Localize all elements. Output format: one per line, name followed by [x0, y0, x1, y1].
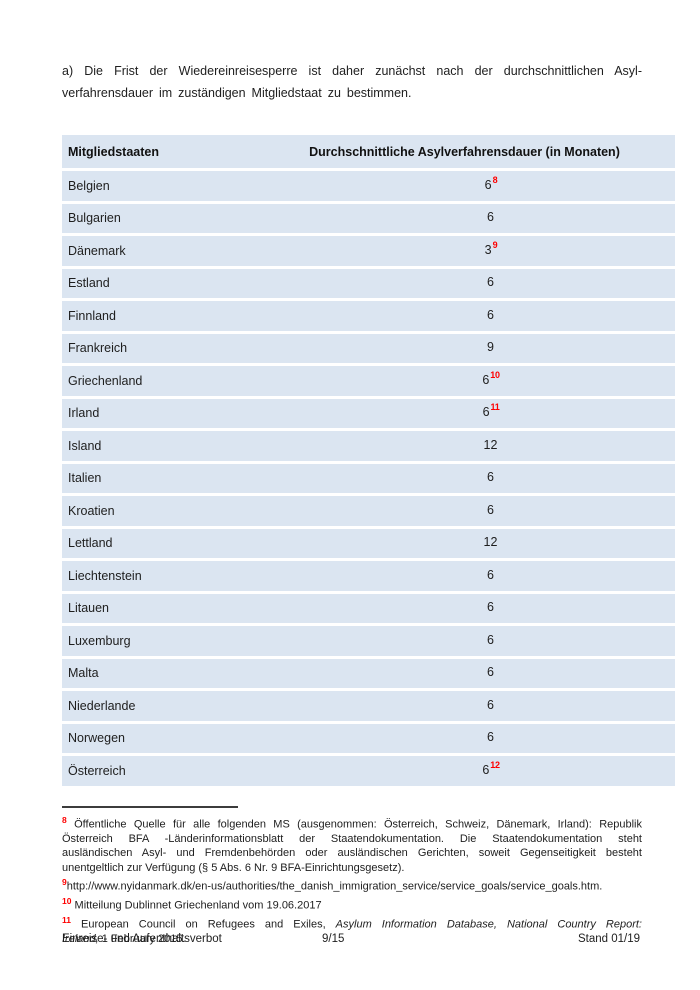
footnote-8-line-1: 8 Öffentliche Quelle für alle folgenden … [62, 815, 642, 831]
table-row: Litauen 6 [62, 593, 675, 623]
page-footer: Einreise- und Aufenthaltsverbot 9/15 Sta… [62, 933, 640, 949]
state-cell: Frankreich [62, 333, 306, 363]
table-row: Finnland 6 [62, 301, 675, 331]
duration-cell: 12 [306, 528, 675, 558]
duration-cell: 9 [306, 333, 675, 363]
footnote-8-line-2: Österreich BFA -Länderinformationsblatt … [62, 833, 642, 846]
duration-cell: 6 [306, 463, 675, 493]
footnote-marker: 10 [62, 896, 72, 907]
duration-cell: 6 [306, 561, 675, 591]
table-header-row: Mitgliedstaaten Durchschnittliche Asylve… [62, 135, 675, 168]
footnote-11-line-1: 11 European Council on Refugees and Exil… [62, 915, 642, 932]
duration-cell: 6 [306, 301, 675, 331]
duration-cell: 6 [306, 658, 675, 688]
footnote-marker: 11 [62, 915, 71, 926]
footer-document-title: Einreise- und Aufenthaltsverbot [62, 933, 222, 945]
footnote-ref: 11 [490, 402, 500, 413]
footer-version: Stand 01/19 [577, 933, 640, 945]
table-row: Griechenland 610 [62, 366, 675, 396]
footnote-marker: 8 [62, 815, 67, 825]
duration-cell: 6 [306, 593, 675, 623]
state-cell: Finnland [62, 301, 306, 331]
state-cell: Österreich [62, 756, 306, 786]
table-row: Dänemark 39 [62, 236, 675, 266]
footnote-10: 10 Mitteilung Dublinnet Griechenland vom… [62, 896, 322, 912]
table-row: Island 12 [62, 431, 675, 461]
table-row: Estland 6 [62, 268, 675, 298]
asylum-duration-table: Mitgliedstaaten Durchschnittliche Asylve… [62, 132, 675, 789]
footnote-8-line-3: ausländischen Asyl- und Fremdenbehörden … [62, 847, 642, 860]
table-row: Belgien 68 [62, 171, 675, 201]
state-cell: Bulgarien [62, 203, 306, 233]
state-cell: Dänemark [62, 236, 306, 266]
column-header-asylverfahrensdauer: Durchschnittliche Asylverfahrensdauer (i… [306, 135, 675, 168]
duration-cell: 6 [306, 691, 675, 721]
state-cell: Lettland [62, 528, 306, 558]
state-cell: Belgien [62, 171, 306, 201]
footnote-8-line-4: unentgeltlich zur Verfügung (§ 5 Abs. 6 … [62, 861, 405, 874]
state-cell: Malta [62, 658, 306, 688]
duration-cell: 610 [306, 366, 675, 396]
intro-paragraph: a) Die Frist der Wiedereinreisesperre is… [62, 61, 642, 104]
duration-cell: 68 [306, 171, 675, 201]
duration-cell: 6 [306, 723, 675, 753]
intro-line-2: verfahrensdauer im zuständigen Mitglieds… [62, 85, 412, 100]
table-row: Österreich 612 [62, 756, 675, 786]
footnote-ref: 12 [490, 759, 500, 770]
state-cell: Griechenland [62, 366, 306, 396]
state-cell: Estland [62, 268, 306, 298]
footnote-ref: 10 [490, 369, 500, 380]
duration-cell: 12 [306, 431, 675, 461]
duration-cell: 6 [306, 626, 675, 656]
footnote-separator-line [62, 806, 238, 808]
footer-page-number: 9/15 [322, 933, 345, 945]
table-row: Niederlande 6 [62, 691, 675, 721]
footnotes-section: 8 Öffentliche Quelle für alle folgenden … [62, 806, 642, 947]
duration-cell: 6 [306, 203, 675, 233]
footnote-11-line-2: Ireland, 1 February 2015. [62, 933, 186, 946]
state-cell: Irland [62, 398, 306, 428]
duration-cell: 6 [306, 268, 675, 298]
state-cell: Norwegen [62, 723, 306, 753]
table-row: Luxemburg 6 [62, 626, 675, 656]
table-row: Bulgarien 6 [62, 203, 675, 233]
footnote-marker: 9 [62, 877, 67, 888]
state-cell: Kroatien [62, 496, 306, 526]
footnote-ref: 8 [492, 174, 498, 185]
table-row: Norwegen 6 [62, 723, 675, 753]
duration-cell: 612 [306, 756, 675, 786]
table-row: Frankreich 9 [62, 333, 675, 363]
state-cell: Litauen [62, 593, 306, 623]
duration-cell: 6 [306, 496, 675, 526]
state-cell: Liechtenstein [62, 561, 306, 591]
footnote-url: http://www.nyidanmark.dk/en-us/authoriti… [66, 880, 603, 893]
state-cell: Island [62, 431, 306, 461]
table-row: Liechtenstein 6 [62, 561, 675, 591]
column-header-mitgliedstaaten: Mitgliedstaaten [62, 135, 306, 168]
footnote-ref: 9 [492, 239, 498, 250]
state-cell: Italien [62, 463, 306, 493]
duration-cell: 611 [306, 398, 675, 428]
footnote-9: 9http://www.nyidanmark.dk/en-us/authorit… [62, 875, 642, 894]
state-cell: Niederlande [62, 691, 306, 721]
intro-line-1: a) Die Frist der Wiedereinreisesperre is… [62, 64, 642, 78]
state-cell: Luxemburg [62, 626, 306, 656]
table-row: Lettland 12 [62, 528, 675, 558]
table-row: Irland 611 [62, 398, 675, 428]
duration-cell: 39 [306, 236, 675, 266]
table-row: Kroatien 6 [62, 496, 675, 526]
table-row: Malta 6 [62, 658, 675, 688]
table-row: Italien 6 [62, 463, 675, 493]
